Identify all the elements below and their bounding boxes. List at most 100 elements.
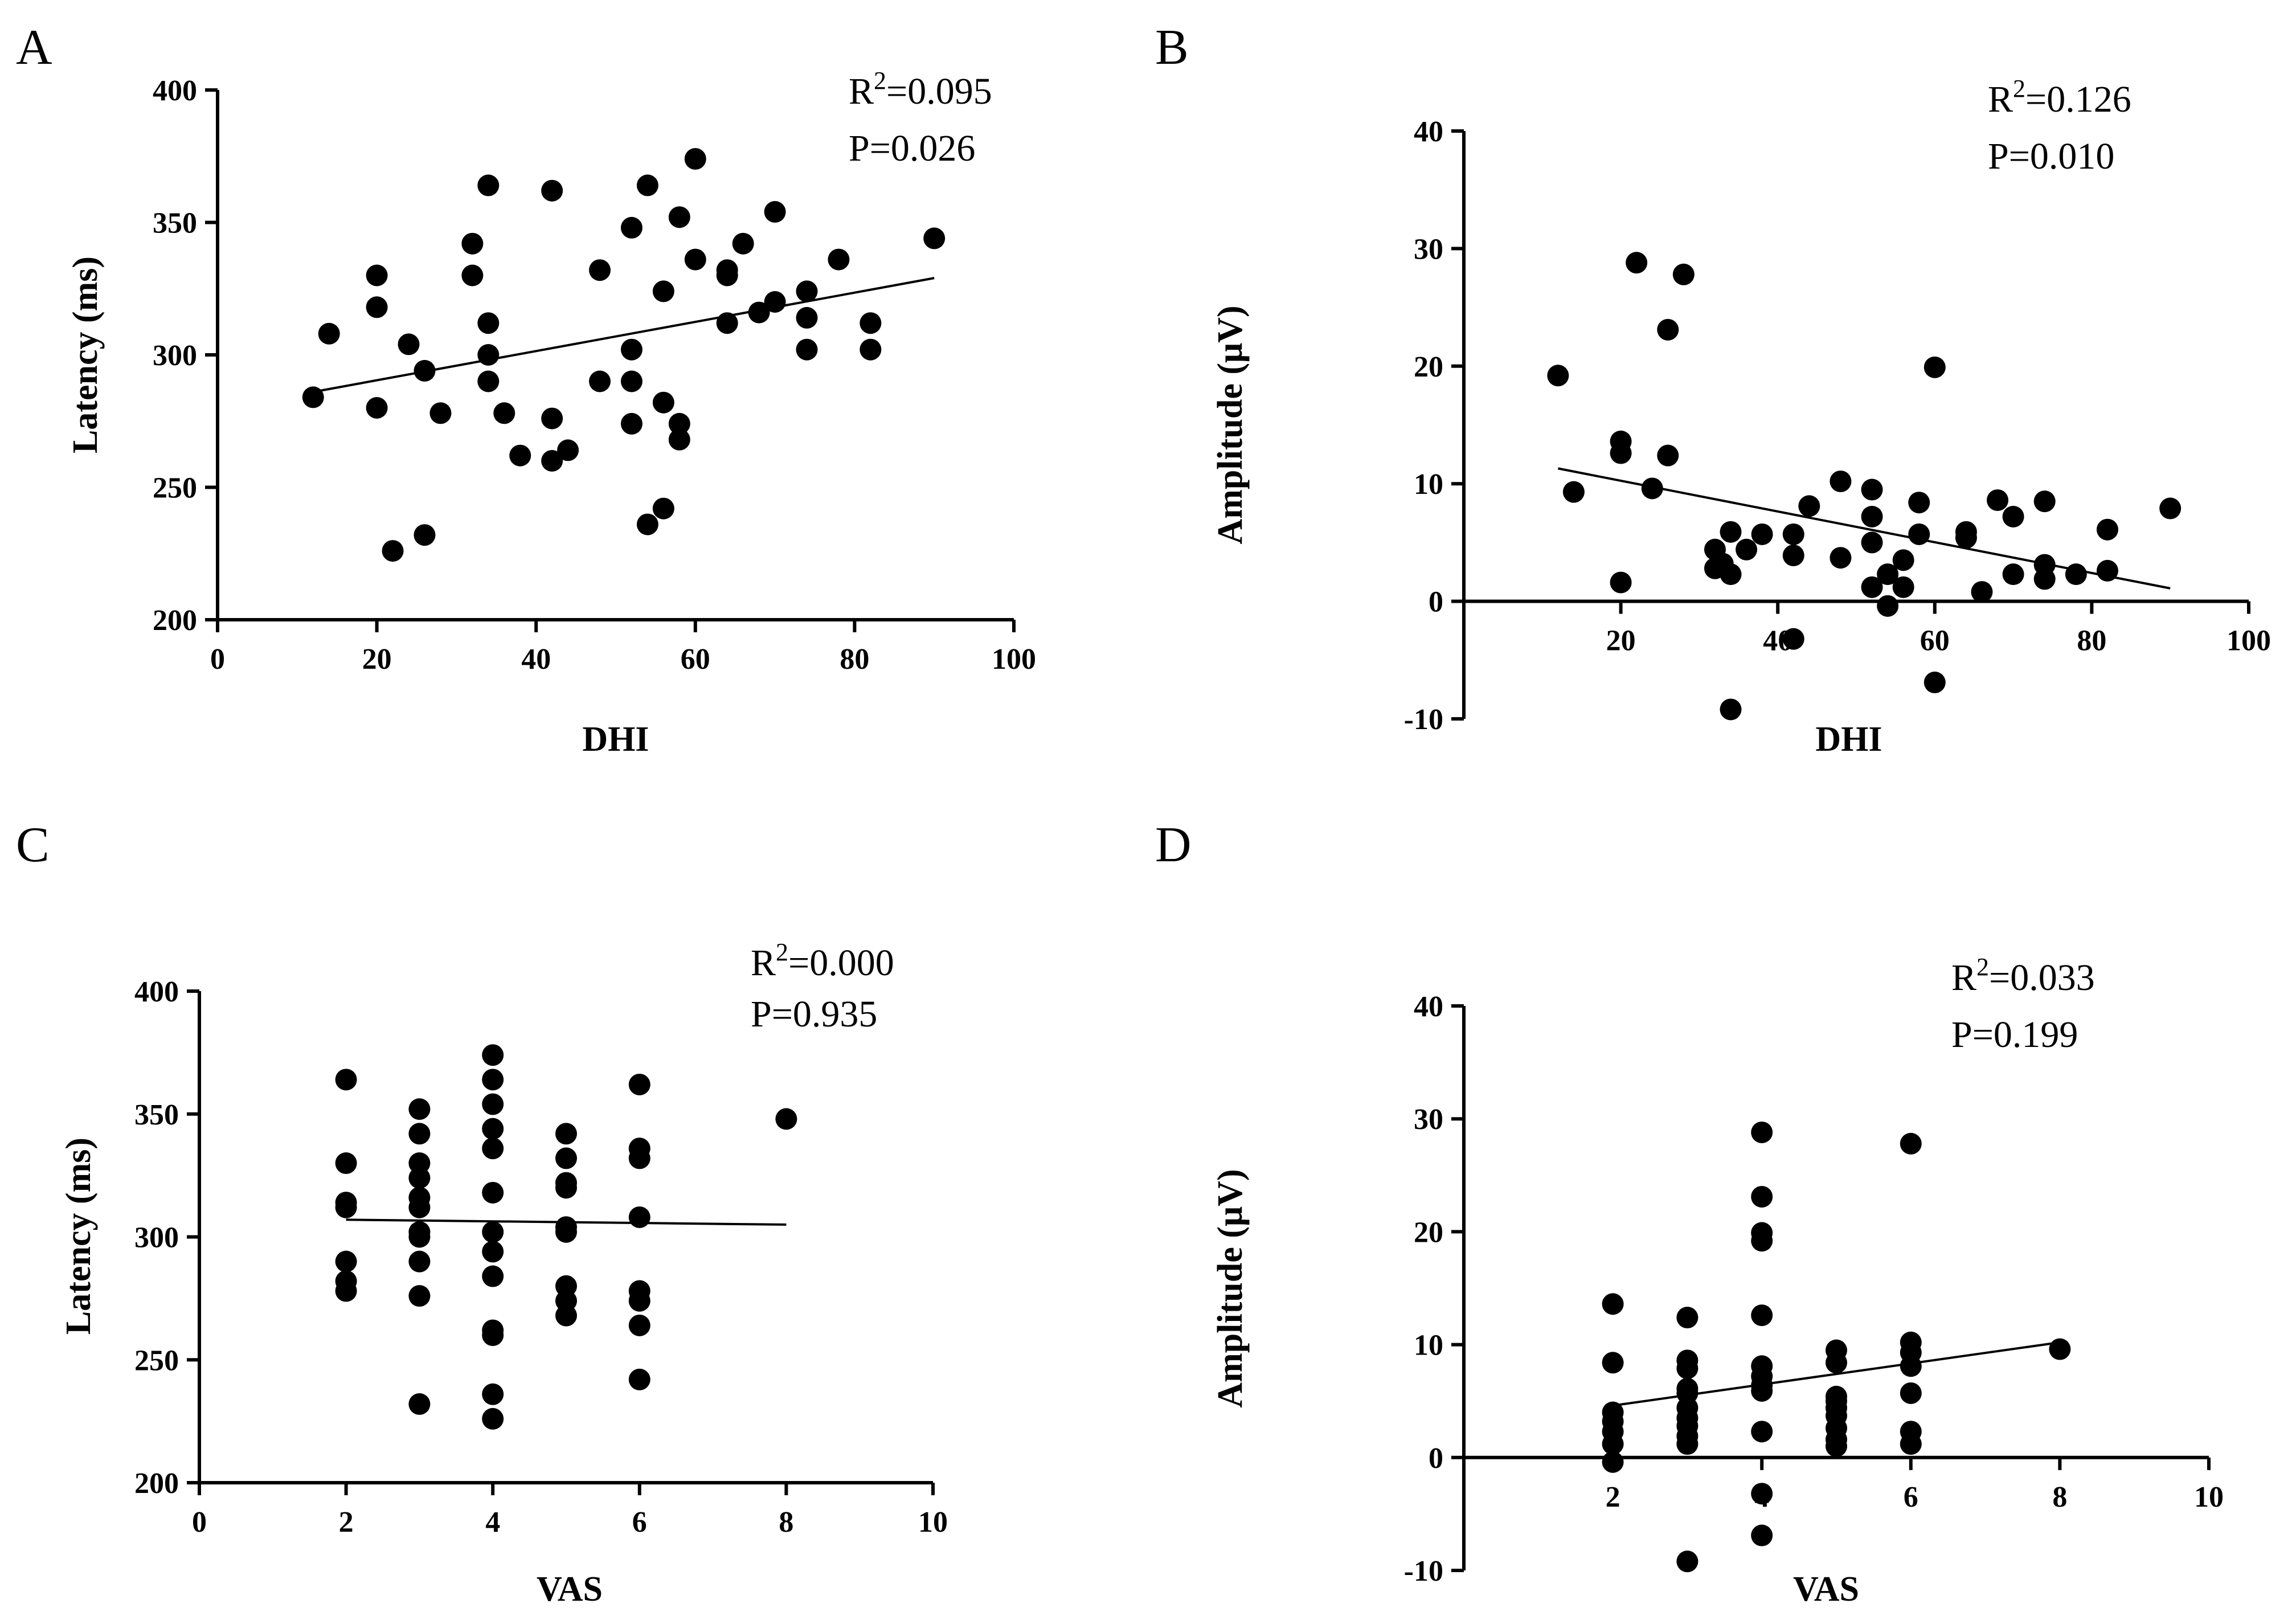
data-point bbox=[555, 1147, 577, 1169]
x-tick-label: 2 bbox=[339, 1506, 354, 1539]
data-point bbox=[482, 1118, 504, 1140]
data-point bbox=[555, 1304, 577, 1327]
data-point bbox=[482, 1138, 504, 1160]
data-point bbox=[482, 1221, 504, 1243]
data-point bbox=[302, 386, 324, 408]
p-value-label: P=0.935 bbox=[751, 993, 877, 1035]
data-point bbox=[482, 1093, 504, 1115]
data-point bbox=[382, 540, 404, 562]
data-point bbox=[652, 280, 674, 302]
y-tick-label: 40 bbox=[1414, 991, 1443, 1023]
data-point bbox=[2049, 1338, 2071, 1360]
data-point bbox=[1751, 1304, 1773, 1327]
data-point bbox=[335, 1280, 357, 1302]
x-tick-label: 0 bbox=[210, 643, 225, 676]
y-tick-label: 400 bbox=[153, 75, 197, 107]
data-point bbox=[628, 1073, 650, 1095]
data-point bbox=[628, 1314, 650, 1336]
data-point bbox=[335, 1196, 357, 1218]
data-point bbox=[541, 179, 563, 202]
data-point bbox=[493, 402, 515, 424]
data-point bbox=[1908, 523, 1930, 545]
data-point bbox=[1826, 1435, 1847, 1457]
y-tick-label: 20 bbox=[1414, 1216, 1443, 1249]
x-tick-label: 60 bbox=[681, 643, 710, 676]
data-point bbox=[335, 1250, 357, 1273]
data-point bbox=[764, 291, 786, 313]
data-point bbox=[1826, 1352, 1847, 1374]
data-point bbox=[1861, 576, 1883, 598]
data-point bbox=[1908, 492, 1930, 514]
data-point bbox=[477, 344, 500, 366]
x-axis-title: DHI bbox=[582, 720, 649, 759]
data-point bbox=[589, 370, 611, 392]
data-point bbox=[775, 1108, 797, 1130]
r-squared-label: R2=0.033 bbox=[1951, 953, 2095, 999]
x-tick-label: 40 bbox=[521, 643, 551, 676]
data-point bbox=[408, 1393, 431, 1415]
panel-c: C 200 250 300 350 400 0 2 4 6 8 10 VAS Latency (ms) R2… bbox=[16, 817, 948, 1609]
data-point bbox=[2096, 559, 2118, 582]
data-point bbox=[1782, 545, 1804, 567]
data-point bbox=[2002, 505, 2024, 527]
data-point bbox=[1720, 698, 1742, 721]
data-point bbox=[796, 338, 818, 361]
data-point bbox=[2002, 563, 2024, 586]
data-point bbox=[1657, 318, 1679, 341]
data-point bbox=[589, 259, 611, 281]
data-point bbox=[1877, 563, 1899, 586]
data-point bbox=[482, 1408, 504, 1430]
panel-letter: D bbox=[1155, 817, 1192, 873]
x-axis-title: DHI bbox=[1815, 720, 1882, 759]
data-point bbox=[1676, 1550, 1699, 1573]
data-point bbox=[482, 1241, 504, 1263]
data-point bbox=[1900, 1382, 1922, 1404]
data-point bbox=[716, 264, 738, 287]
data-point bbox=[1610, 571, 1632, 594]
data-point bbox=[684, 248, 706, 271]
data-point bbox=[1641, 477, 1663, 500]
data-point bbox=[557, 439, 579, 461]
x-tick-label: 8 bbox=[2052, 1481, 2067, 1513]
data-point bbox=[1657, 444, 1679, 467]
data-point bbox=[1610, 442, 1632, 464]
panel-d: D-10010203040246810VASAmplitude (μV)R2=0… bbox=[1155, 817, 2224, 1609]
x-tick-label: 20 bbox=[1606, 625, 1636, 657]
data-point bbox=[860, 312, 882, 334]
data-point bbox=[1720, 521, 1742, 543]
data-point bbox=[668, 206, 690, 228]
data-point bbox=[1676, 1357, 1699, 1380]
y-tick-label: 250 bbox=[153, 472, 197, 505]
p-value-label: P=0.010 bbox=[1988, 136, 2114, 177]
data-point bbox=[1971, 581, 1993, 603]
data-point bbox=[620, 370, 642, 392]
data-point bbox=[1923, 356, 1946, 378]
data-point bbox=[1900, 1132, 1922, 1155]
data-point bbox=[429, 402, 452, 424]
data-point bbox=[628, 1147, 650, 1169]
data-point bbox=[628, 1368, 650, 1390]
data-point bbox=[477, 312, 500, 334]
y-axis-title: Latency (ms) bbox=[59, 1138, 98, 1335]
data-point bbox=[408, 1226, 431, 1248]
data-point bbox=[636, 174, 658, 197]
data-point bbox=[1782, 628, 1804, 650]
y-tick-label: 200 bbox=[134, 1467, 179, 1500]
data-point bbox=[636, 513, 658, 535]
data-point bbox=[1830, 471, 1852, 493]
data-point bbox=[366, 264, 388, 287]
data-point bbox=[1900, 1433, 1922, 1455]
data-point bbox=[398, 333, 420, 355]
y-axis-title: Amplitude (μV) bbox=[1211, 305, 1250, 544]
data-point bbox=[1861, 505, 1883, 527]
data-point bbox=[620, 338, 642, 361]
data-point bbox=[1900, 1355, 1922, 1377]
data-point bbox=[1892, 549, 1914, 571]
data-point bbox=[482, 1265, 504, 1287]
data-point bbox=[668, 428, 690, 451]
data-point bbox=[477, 174, 500, 197]
y-tick-label: 40 bbox=[1414, 116, 1443, 148]
data-point bbox=[408, 1196, 431, 1218]
data-point bbox=[1877, 595, 1899, 617]
